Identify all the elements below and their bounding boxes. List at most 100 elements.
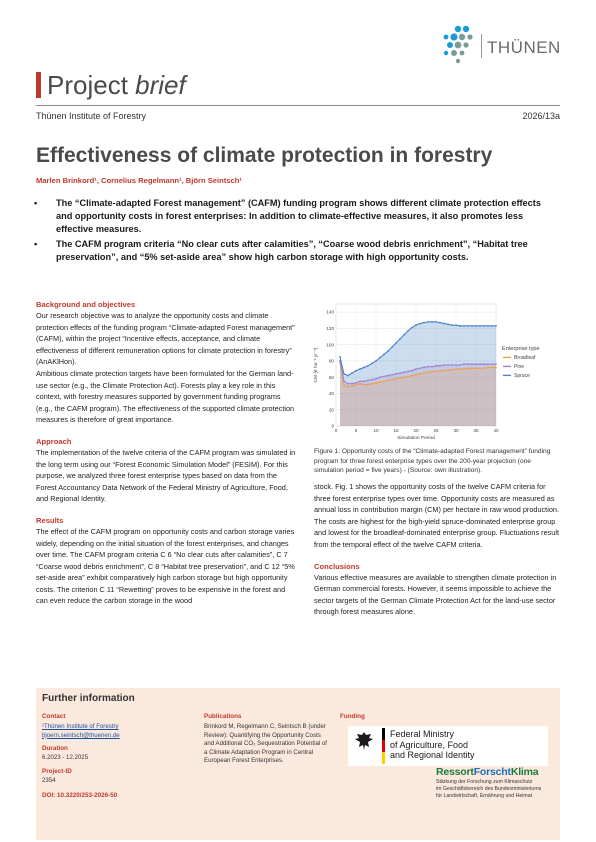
background-paragraph-1: Our research objective was to analyze th… <box>36 311 295 367</box>
point-pine <box>403 371 405 374</box>
flag-bar-black <box>382 728 385 740</box>
ministry-line: of Agriculture, Food <box>390 739 469 750</box>
point-broadleaf <box>431 370 433 373</box>
footer-heading: Further information <box>42 693 135 704</box>
point-pine <box>363 380 365 383</box>
y-tick-label: 140 <box>326 310 334 315</box>
header-rule <box>36 105 560 106</box>
point-broadleaf <box>471 367 473 370</box>
point-spruce <box>375 360 377 362</box>
section-heading-background: Background and objectives <box>36 300 136 309</box>
point-broadleaf <box>419 373 421 375</box>
further-information-panel: Further information Contact ¹Thünen Inst… <box>36 688 560 840</box>
point-broadleaf <box>459 368 461 370</box>
point-broadleaf <box>407 375 409 378</box>
contact-block: Contact ¹Thünen Institute of Forestry bj… <box>42 713 192 799</box>
funding-block: Funding <box>340 713 554 720</box>
point-broadleaf <box>355 383 357 386</box>
point-pine <box>471 363 473 366</box>
point-pine <box>391 373 393 376</box>
point-broadleaf <box>491 366 493 369</box>
issue-number: 2026/13a <box>522 111 560 121</box>
point-spruce <box>379 356 381 359</box>
point-spruce <box>355 369 357 372</box>
page-title: Effectiveness of climate protection in f… <box>36 144 493 167</box>
point-pine <box>367 379 369 382</box>
point-spruce <box>419 322 421 325</box>
y-tick-label: 120 <box>326 326 334 331</box>
point-spruce <box>455 324 457 327</box>
point-spruce <box>407 329 409 332</box>
publications-text: Brinkord M, Regelmann C, Seintsch B (und… <box>204 723 327 765</box>
x-tick-label: 15 <box>393 428 399 433</box>
contact-email-link[interactable]: bjoern.seintsch@thuenen.de <box>42 731 120 739</box>
federal-eagle-icon <box>355 732 373 750</box>
point-broadleaf <box>439 369 441 372</box>
rfk-part-2: Forscht <box>473 766 511 778</box>
background-paragraph-2: Ambitious climate protection targets hav… <box>36 368 295 425</box>
point-pine <box>443 364 445 366</box>
point-broadleaf <box>379 381 381 383</box>
contact-institute-link[interactable]: ¹Thünen Institute of Forestry <box>42 723 119 730</box>
area-pine <box>340 360 496 426</box>
point-broadleaf <box>367 383 369 386</box>
point-pine <box>483 363 485 366</box>
key-findings: • The “Climate-adapted Forest management… <box>34 197 544 266</box>
point-pine <box>355 381 357 384</box>
point-spruce <box>367 364 369 367</box>
rfk-subtitle: Stärkung der Forschung zum Klimaschutz i… <box>436 779 558 800</box>
point-broadleaf <box>423 372 425 375</box>
right-column: stock. Fig. 1 shows the opportunity cost… <box>314 481 564 618</box>
y-axis-title: CM (€ ha⁻¹ yr⁻¹) <box>313 347 319 382</box>
point-spruce <box>339 355 341 358</box>
legend-label-spruce: Spruce <box>514 373 530 379</box>
point-spruce <box>403 334 405 336</box>
ministry-logo: Federal Ministry of Agriculture, Food an… <box>348 726 548 766</box>
legend-label-pine: Pine <box>514 364 524 370</box>
y-tick-label: 60 <box>329 375 335 380</box>
point-broadleaf <box>403 376 405 379</box>
y-tick-label: 40 <box>329 391 335 396</box>
point-spruce <box>399 338 401 340</box>
point-broadleaf <box>411 374 413 377</box>
point-spruce <box>439 321 441 324</box>
contact-lines: ¹Thünen Institute of Forestry bjoern.sei… <box>42 723 192 740</box>
point-spruce <box>431 320 433 323</box>
point-spruce <box>459 325 461 327</box>
bullet-icon: • <box>34 198 38 208</box>
publications-label: Publications <box>204 713 242 720</box>
doi[interactable]: DOI: 10.3220/253-2026-50 <box>42 792 118 800</box>
point-pine <box>347 382 349 385</box>
point-pine <box>411 369 413 372</box>
point-spruce <box>371 362 373 365</box>
rfk-wordmark: RessortForschtKlima <box>436 766 558 778</box>
project-brief-title: Project brief <box>47 70 186 101</box>
results-paragraph-1: The effect of the CAFM program on opport… <box>36 526 295 606</box>
point-spruce <box>343 373 345 375</box>
authors: Marlen Brinkord¹, Cornelius Regelmann¹, … <box>36 176 242 185</box>
point-pine <box>395 373 397 375</box>
contact-label: Contact <box>42 713 66 720</box>
point-broadleaf <box>359 382 361 385</box>
point-broadleaf <box>363 383 365 386</box>
point-broadleaf <box>495 366 497 369</box>
point-broadleaf <box>455 368 457 370</box>
point-pine <box>371 378 373 381</box>
point-broadleaf <box>435 370 437 373</box>
point-spruce <box>443 322 445 325</box>
point-broadleaf <box>371 382 373 385</box>
line-broadleaf <box>339 362 496 388</box>
key-finding-text: The CAFM program criteria “No clear cuts… <box>56 239 528 262</box>
brief-accent-bar <box>36 72 41 98</box>
point-spruce <box>491 325 493 327</box>
point-pine <box>407 370 409 373</box>
point-spruce <box>427 320 429 323</box>
ressort-forscht-klima-logo: RessortForschtKlima Stärkung der Forschu… <box>436 766 558 800</box>
point-pine <box>487 363 489 366</box>
point-spruce <box>423 321 425 324</box>
funding-label: Funding <box>340 713 365 720</box>
section-heading-results: Results <box>36 515 64 525</box>
ministry-line: Federal Ministry <box>390 729 455 739</box>
ministry-name: Federal Ministry of Agriculture, Food an… <box>390 729 475 761</box>
flag-bar-red <box>382 740 385 752</box>
